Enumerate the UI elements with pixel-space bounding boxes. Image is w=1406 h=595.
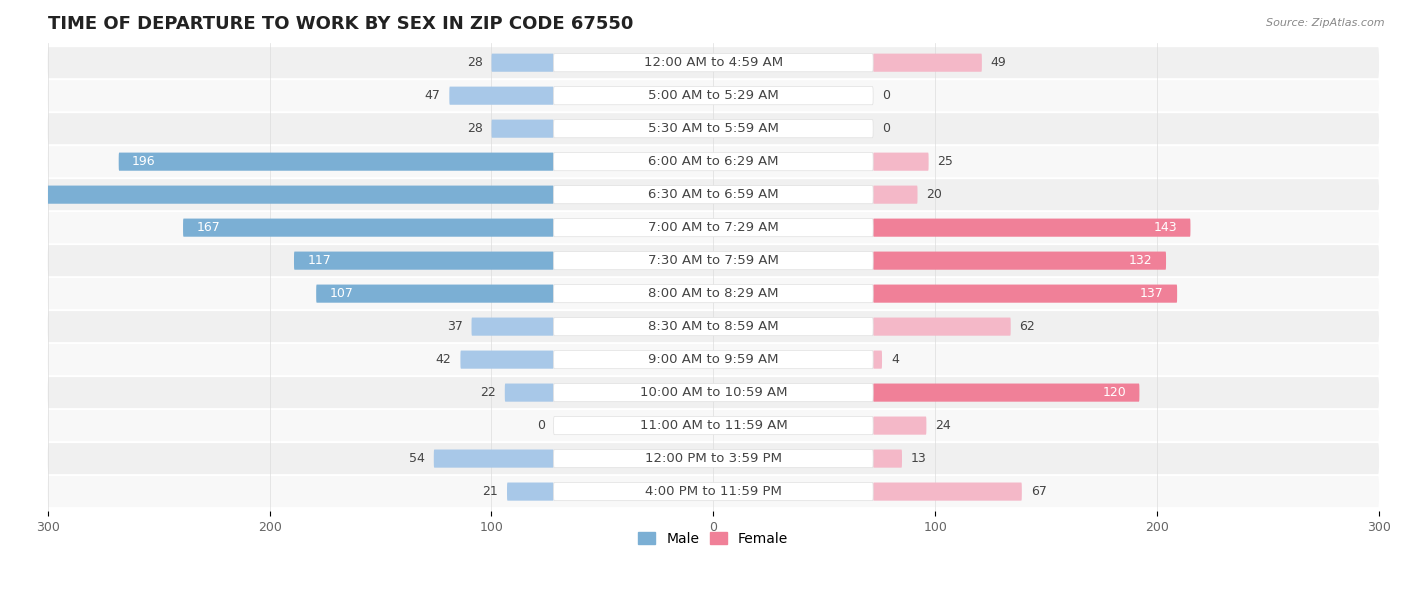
FancyBboxPatch shape [48,212,1379,243]
Text: 4: 4 [891,353,898,366]
FancyBboxPatch shape [48,245,1379,276]
FancyBboxPatch shape [873,152,928,171]
FancyBboxPatch shape [554,152,873,171]
Text: 7:00 AM to 7:29 AM: 7:00 AM to 7:29 AM [648,221,779,234]
Text: 120: 120 [1102,386,1126,399]
Text: 12:00 PM to 3:59 PM: 12:00 PM to 3:59 PM [645,452,782,465]
Text: 167: 167 [197,221,221,234]
Text: 47: 47 [425,89,440,102]
Text: 0: 0 [882,122,890,135]
Text: 24: 24 [935,419,950,432]
FancyBboxPatch shape [450,87,554,105]
Text: 49: 49 [991,56,1007,69]
Text: 117: 117 [308,254,330,267]
FancyBboxPatch shape [48,113,1379,144]
FancyBboxPatch shape [554,87,873,105]
Text: 22: 22 [481,386,496,399]
FancyBboxPatch shape [48,344,1379,375]
FancyBboxPatch shape [183,218,554,237]
Text: 6:30 AM to 6:59 AM: 6:30 AM to 6:59 AM [648,188,779,201]
FancyBboxPatch shape [554,384,873,402]
Text: 25: 25 [938,155,953,168]
Text: 54: 54 [409,452,425,465]
FancyBboxPatch shape [873,252,1166,270]
FancyBboxPatch shape [508,483,554,500]
FancyBboxPatch shape [554,483,873,500]
FancyBboxPatch shape [873,416,927,435]
FancyBboxPatch shape [873,318,1011,336]
FancyBboxPatch shape [554,318,873,336]
FancyBboxPatch shape [554,350,873,369]
Text: 20: 20 [927,188,942,201]
Text: 6:00 AM to 6:29 AM: 6:00 AM to 6:29 AM [648,155,779,168]
FancyBboxPatch shape [48,47,1379,78]
FancyBboxPatch shape [48,80,1379,111]
Text: 5:30 AM to 5:59 AM: 5:30 AM to 5:59 AM [648,122,779,135]
Text: TIME OF DEPARTURE TO WORK BY SEX IN ZIP CODE 67550: TIME OF DEPARTURE TO WORK BY SEX IN ZIP … [48,15,633,33]
FancyBboxPatch shape [873,54,981,72]
Text: 132: 132 [1129,254,1153,267]
FancyBboxPatch shape [873,350,882,369]
Text: 7:30 AM to 7:59 AM: 7:30 AM to 7:59 AM [648,254,779,267]
Text: 107: 107 [329,287,353,300]
FancyBboxPatch shape [554,54,873,72]
Text: 8:00 AM to 8:29 AM: 8:00 AM to 8:29 AM [648,287,779,300]
Text: 0: 0 [882,89,890,102]
Text: 28: 28 [467,56,482,69]
FancyBboxPatch shape [434,449,554,468]
Text: 9:00 AM to 9:59 AM: 9:00 AM to 9:59 AM [648,353,779,366]
FancyBboxPatch shape [554,218,873,237]
Text: 10:00 AM to 10:59 AM: 10:00 AM to 10:59 AM [640,386,787,399]
Text: 8:30 AM to 8:59 AM: 8:30 AM to 8:59 AM [648,320,779,333]
Text: Source: ZipAtlas.com: Source: ZipAtlas.com [1267,18,1385,28]
FancyBboxPatch shape [873,483,1022,500]
Text: 137: 137 [1140,287,1164,300]
FancyBboxPatch shape [873,284,1177,303]
FancyBboxPatch shape [505,384,554,402]
FancyBboxPatch shape [554,284,873,303]
FancyBboxPatch shape [118,152,554,171]
Text: 67: 67 [1031,485,1046,498]
Text: 12:00 AM to 4:59 AM: 12:00 AM to 4:59 AM [644,56,783,69]
Text: 62: 62 [1019,320,1035,333]
FancyBboxPatch shape [873,449,903,468]
FancyBboxPatch shape [554,449,873,468]
Text: 5:00 AM to 5:29 AM: 5:00 AM to 5:29 AM [648,89,779,102]
Text: 42: 42 [436,353,451,366]
FancyBboxPatch shape [48,410,1379,441]
FancyBboxPatch shape [316,284,554,303]
Text: 143: 143 [1153,221,1177,234]
FancyBboxPatch shape [873,218,1191,237]
FancyBboxPatch shape [48,476,1379,507]
FancyBboxPatch shape [554,252,873,270]
FancyBboxPatch shape [48,179,1379,210]
Text: 4:00 PM to 11:59 PM: 4:00 PM to 11:59 PM [645,485,782,498]
FancyBboxPatch shape [873,384,1139,402]
FancyBboxPatch shape [48,278,1379,309]
FancyBboxPatch shape [294,252,554,270]
FancyBboxPatch shape [471,318,554,336]
Text: 252: 252 [8,188,31,201]
Text: 28: 28 [467,122,482,135]
FancyBboxPatch shape [554,186,873,203]
Legend: Male, Female: Male, Female [633,526,794,552]
FancyBboxPatch shape [554,416,873,435]
FancyBboxPatch shape [48,311,1379,342]
Text: 11:00 AM to 11:59 AM: 11:00 AM to 11:59 AM [640,419,787,432]
FancyBboxPatch shape [554,120,873,137]
Text: 37: 37 [447,320,463,333]
FancyBboxPatch shape [48,443,1379,474]
Text: 13: 13 [911,452,927,465]
FancyBboxPatch shape [48,377,1379,408]
Text: 196: 196 [132,155,156,168]
FancyBboxPatch shape [48,146,1379,177]
Text: 0: 0 [537,419,544,432]
FancyBboxPatch shape [492,120,554,137]
Text: 21: 21 [482,485,498,498]
FancyBboxPatch shape [873,186,918,203]
FancyBboxPatch shape [492,54,554,72]
FancyBboxPatch shape [0,186,554,203]
FancyBboxPatch shape [460,350,554,369]
